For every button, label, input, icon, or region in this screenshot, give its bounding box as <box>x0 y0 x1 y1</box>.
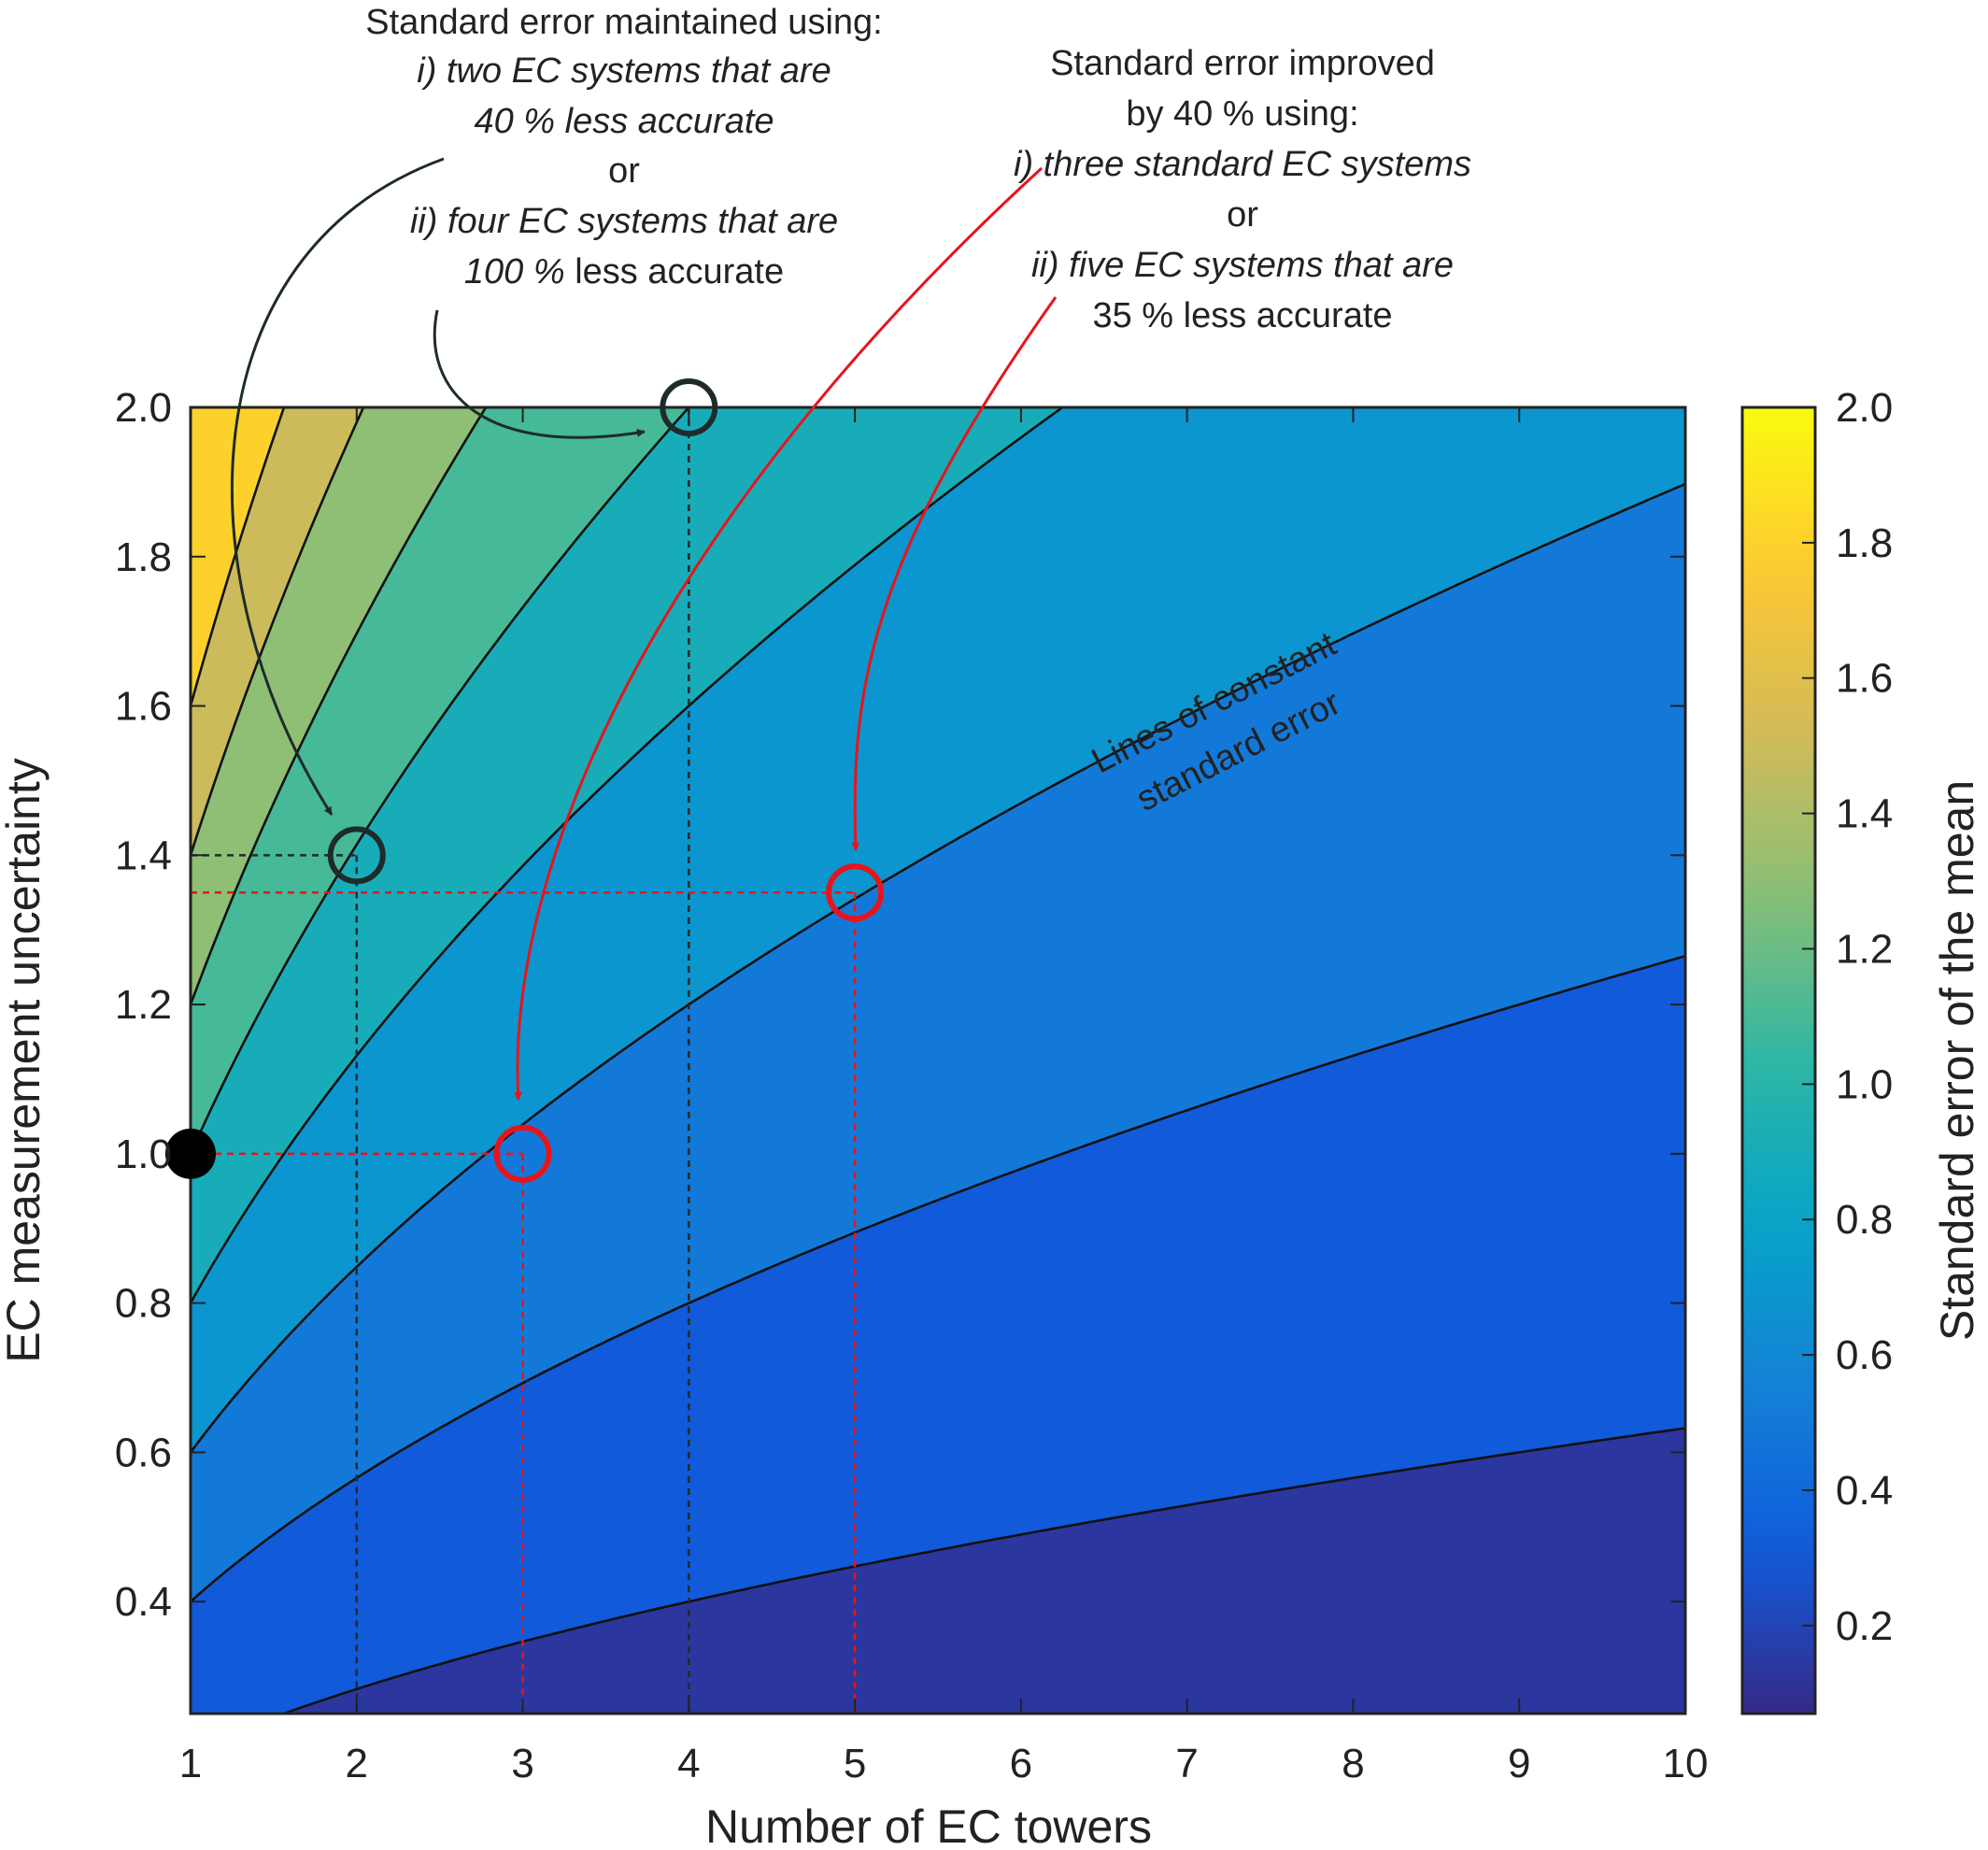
colorbar-tick-label: 1.4 <box>1836 791 1893 837</box>
x-axis-title: Number of EC towers <box>705 1800 1152 1850</box>
contour-band <box>191 407 1685 1453</box>
colorbar-tick-label: 1.0 <box>1836 1061 1893 1107</box>
y-tick-label: 1.4 <box>115 832 172 878</box>
colorbar <box>1740 406 1817 1715</box>
improved-arrow-to-3-towers <box>514 166 1044 1101</box>
contour-lines <box>191 407 1685 1714</box>
contour-line <box>191 954 1685 1603</box>
x-tick-label: 10 <box>1663 1741 1709 1786</box>
contour-band <box>191 407 1063 1303</box>
x-tick-label: 7 <box>1175 1741 1198 1786</box>
y-tick-label: 0.8 <box>115 1281 172 1327</box>
annotation-improved-line4: or <box>1227 195 1258 235</box>
contour-band <box>191 407 364 856</box>
contour-line <box>280 1427 1685 1714</box>
annotation-maintained-line1: Standard error maintained using: <box>365 3 882 42</box>
contour-line <box>191 407 691 1155</box>
annotation-improved-line3: i) three standard EC systems <box>1014 145 1471 184</box>
colorbar-tick-label: 0.6 <box>1836 1332 1893 1378</box>
y-tick-label: 0.4 <box>115 1579 172 1625</box>
x-tick-label: 3 <box>511 1741 533 1786</box>
colorbar-title: Standard error of the mean <box>1931 780 1983 1341</box>
annotation-maintained-line3: 40 % less accurate <box>474 102 774 141</box>
colorbar-tick-labels: 0.2 0.4 0.6 0.8 1.0 1.2 1.4 1.6 1.8 2.0 <box>1836 385 1893 1649</box>
x-tick-label: 9 <box>1508 1741 1530 1786</box>
annotation-improved: Standard error improved by 40 % using: i… <box>1014 44 1471 335</box>
annotation-maintained-line4: or <box>608 151 640 191</box>
colorbar-tick-label: 0.4 <box>1836 1468 1893 1514</box>
annotation-maintained-line6-rest: less accurate <box>565 252 784 292</box>
contour-band <box>284 1428 1685 1714</box>
maintained-arrow-to-4-towers <box>433 309 646 439</box>
axis-ticks <box>190 406 1686 1714</box>
improved-point-marker <box>826 863 885 922</box>
contour-band <box>191 407 284 706</box>
annotation-maintained-line5: ii) four EC systems that are <box>410 202 838 241</box>
plot-frame <box>189 406 1687 1715</box>
y-axis-title: EC measurement uncertainty <box>0 758 50 1363</box>
colorbar-tick-label: 0.2 <box>1836 1603 1893 1649</box>
x-tick-labels: 1 2 3 4 5 6 7 8 9 10 <box>179 1741 1709 1786</box>
annotation-improved-line2: by 40 % using: <box>1126 94 1358 134</box>
colorbar-tick-label: 1.6 <box>1836 656 1893 702</box>
y-tick-label: 2.0 <box>115 385 172 431</box>
contour-line <box>191 407 1065 1304</box>
annotation-maintained-line6-italic: 100 % <box>464 252 565 292</box>
contour-band <box>191 407 689 1154</box>
y-tick-label: 0.6 <box>115 1430 172 1475</box>
contour-line <box>191 407 488 1005</box>
y-tick-label: 1.0 <box>115 1131 172 1177</box>
annotation-maintained-line6: 100 % less accurate <box>464 252 784 292</box>
x-tick-label: 1 <box>179 1741 202 1786</box>
colorbar-tick-label: 0.8 <box>1836 1197 1893 1243</box>
x-tick-label: 2 <box>346 1741 368 1786</box>
point-markers <box>165 378 885 1183</box>
contour-fill <box>191 407 1685 1714</box>
annotation-maintained: Standard error maintained using: i) two … <box>365 3 882 292</box>
x-tick-label: 4 <box>677 1741 700 1786</box>
maintained-arrow-to-2-towers <box>231 157 445 816</box>
y-tick-label: 1.6 <box>115 684 172 730</box>
x-tick-label: 5 <box>844 1741 866 1786</box>
colorbar-tick-label: 1.8 <box>1836 520 1893 566</box>
colorbar-tick-label: 1.2 <box>1836 926 1893 972</box>
x-tick-label: 8 <box>1342 1741 1364 1786</box>
reference-point-marker <box>165 1128 216 1179</box>
improved-point-marker <box>493 1124 552 1183</box>
y-tick-label: 1.8 <box>115 534 172 580</box>
contour-band <box>191 484 1685 1602</box>
annotation-improved-line1: Standard error improved <box>1050 44 1435 83</box>
improved-arrow-to-5-towers <box>851 296 1058 851</box>
colorbar-tick-label: 2.0 <box>1836 385 1893 431</box>
y-tick-labels: 0.4 0.6 0.8 1.0 1.2 1.4 1.6 1.8 2.0 <box>115 385 172 1625</box>
annotation-improved-line5: ii) five EC systems that are <box>1031 246 1454 285</box>
contour-band <box>191 407 487 1005</box>
maintained-point-marker <box>327 826 386 885</box>
contour-line <box>191 482 1685 1454</box>
y-tick-label: 1.2 <box>115 982 172 1028</box>
annotation-maintained-line2: i) two EC systems that are <box>417 51 831 91</box>
colorbar-ticks <box>1802 406 1815 1627</box>
contour-band <box>191 956 1685 1714</box>
maintained-point-marker <box>660 378 718 436</box>
annotation-improved-line6: 35 % less accurate <box>1092 296 1392 335</box>
x-tick-label: 6 <box>1010 1741 1032 1786</box>
